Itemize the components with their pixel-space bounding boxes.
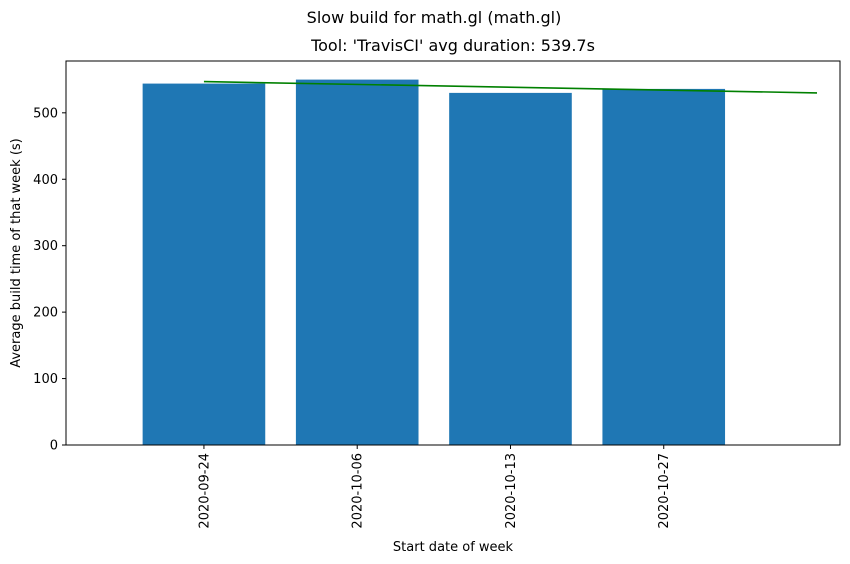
- y-tick-label: 400: [33, 173, 58, 188]
- y-axis-label: Average build time of that week (s): [9, 138, 24, 368]
- y-tick-label: 100: [33, 372, 58, 387]
- y-tick-label: 200: [33, 306, 58, 321]
- figure-suptitle: Slow build for math.gl (math.gl): [307, 8, 562, 27]
- y-tick-label: 0: [50, 439, 58, 454]
- x-axis-label: Start date of week: [393, 540, 514, 555]
- y-tick-label: 300: [33, 239, 58, 254]
- chart-title: Tool: 'TravisCI' avg duration: 539.7s: [310, 36, 595, 55]
- x-tick-label: 2020-10-13: [504, 453, 519, 529]
- x-tick-label: 2020-10-27: [657, 453, 672, 529]
- y-axis: 0 100 200 300 400 500: [33, 106, 66, 454]
- bar-2020-09-24: [142, 83, 266, 446]
- trend-line-group: [203, 80, 818, 94]
- bar-2020-10-06: [295, 79, 419, 445]
- x-tick-label: 2020-09-24: [197, 453, 212, 529]
- trend-line: [203, 80, 818, 94]
- bar-2020-10-27: [602, 88, 726, 446]
- bars-group: [142, 79, 726, 446]
- y-tick-label: 500: [33, 106, 58, 121]
- x-tick-label: 2020-10-06: [351, 453, 366, 529]
- bar-2020-10-13: [449, 92, 572, 445]
- x-axis: 2020-09-24 2020-10-06 2020-10-13 2020-10-27: [197, 445, 672, 529]
- plot-frame: [65, 60, 841, 446]
